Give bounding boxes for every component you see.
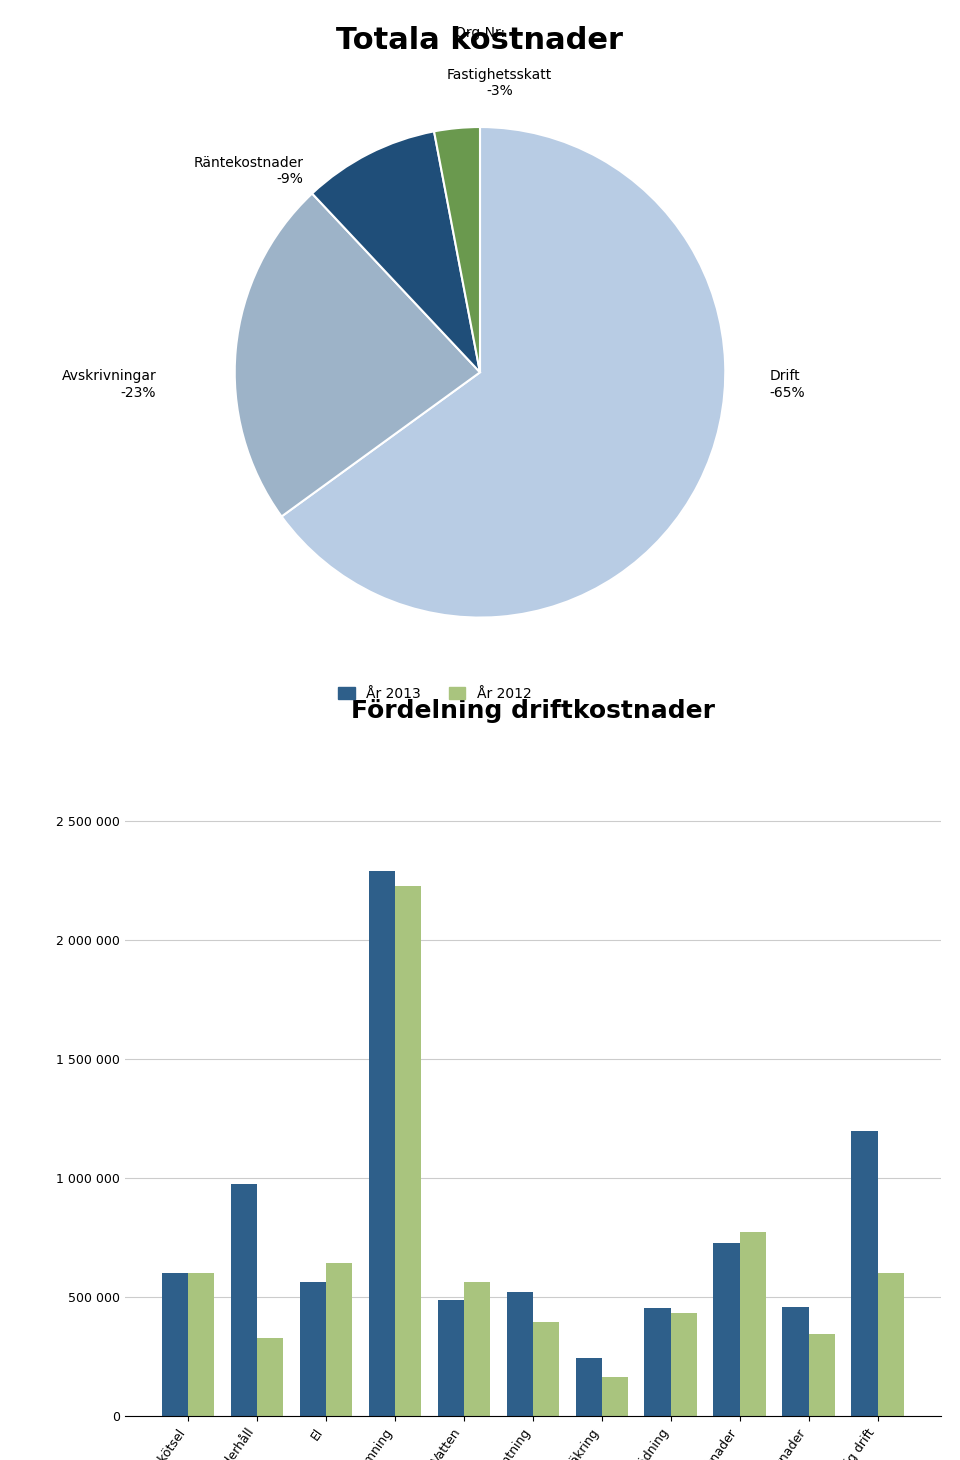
Wedge shape [434,127,480,372]
Bar [326,1263,352,1416]
Bar [808,1334,835,1416]
Title: Fördelning driftkostnader: Fördelning driftkostnader [350,699,715,723]
Legend: År 2013, År 2012: År 2013, År 2012 [333,682,537,707]
Bar [438,1299,464,1416]
Wedge shape [281,127,725,618]
Bar [257,1337,283,1416]
Bar [464,1282,490,1416]
Wedge shape [312,131,480,372]
Bar [369,872,395,1416]
Bar [877,1273,903,1416]
Bar [576,1358,602,1416]
Text: Fastighetsskatt
-3%: Fastighetsskatt -3% [447,67,552,98]
Bar [230,1184,257,1416]
Bar [395,886,421,1416]
Bar [782,1307,808,1416]
Wedge shape [235,194,480,517]
Bar [162,1273,188,1416]
Text: Räntekostnader
-9%: Räntekostnader -9% [193,156,303,187]
Text: Org Nr:: Org Nr: [455,26,505,41]
Bar [644,1308,671,1416]
Bar [671,1313,697,1416]
Bar [852,1130,877,1416]
Bar [533,1323,559,1416]
Title: Totala kostnader: Totala kostnader [337,26,623,55]
Text: Drift
-65%: Drift -65% [769,369,805,400]
Text: Avskrivningar
-23%: Avskrivningar -23% [61,369,156,400]
Bar [713,1242,739,1416]
Bar [507,1292,533,1416]
Bar [300,1282,326,1416]
Bar [739,1232,766,1416]
Bar [602,1377,628,1416]
Bar [188,1273,214,1416]
